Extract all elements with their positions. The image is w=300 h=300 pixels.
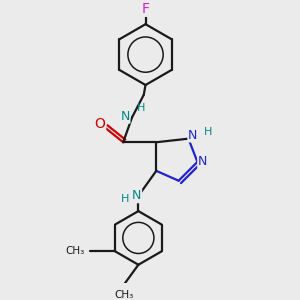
Text: H: H xyxy=(137,103,145,113)
Text: O: O xyxy=(94,117,105,131)
Text: CH₃: CH₃ xyxy=(65,246,85,256)
Text: CH₃: CH₃ xyxy=(114,290,134,300)
Text: N: N xyxy=(188,129,198,142)
Text: H: H xyxy=(204,128,212,137)
Text: F: F xyxy=(142,2,149,16)
Text: N: N xyxy=(120,110,130,123)
Text: N: N xyxy=(132,189,141,203)
Text: H: H xyxy=(121,194,129,205)
Text: N: N xyxy=(198,155,208,168)
